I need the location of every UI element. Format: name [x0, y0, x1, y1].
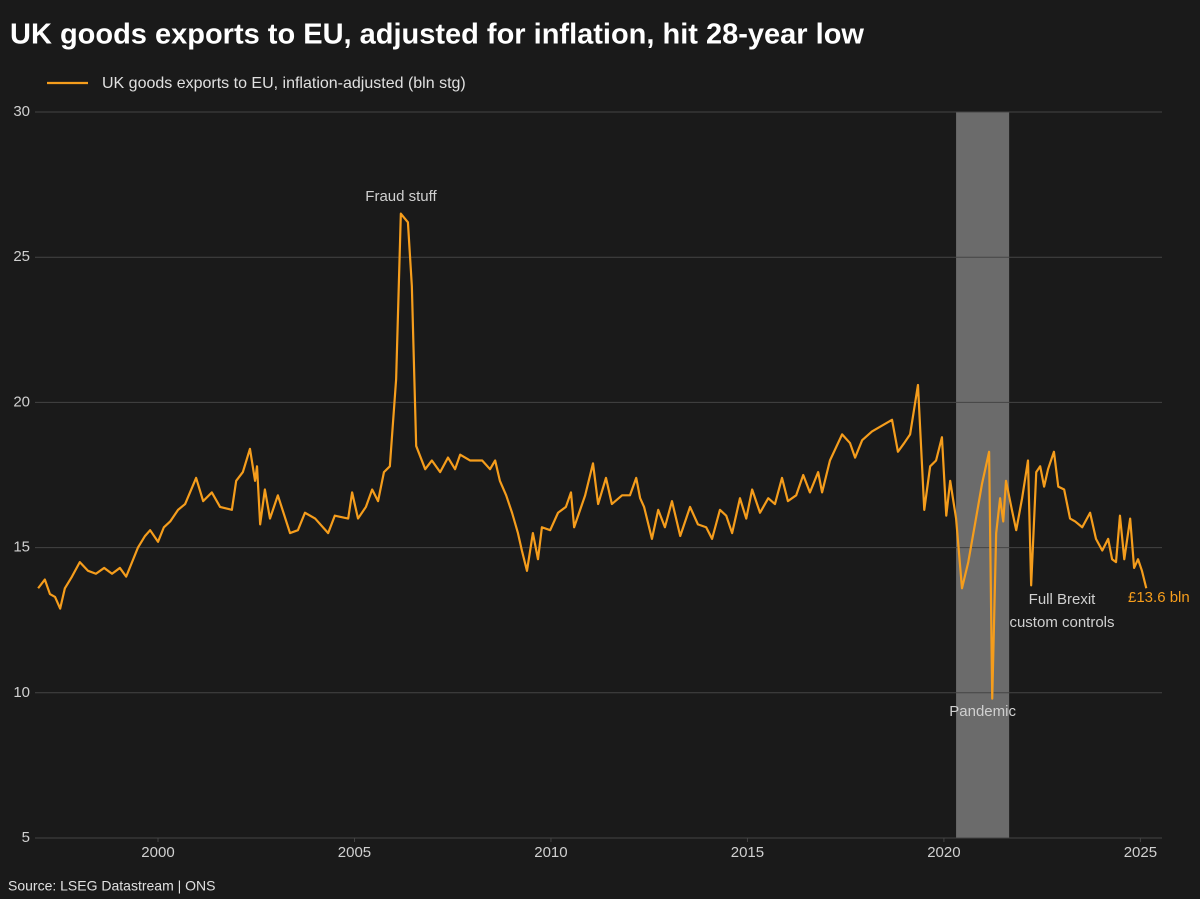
y-tick-label: 30	[13, 103, 30, 120]
shaded-region	[956, 112, 1010, 838]
chart-title: UK goods exports to EU, adjusted for inf…	[10, 19, 864, 51]
y-tick-label: 20	[13, 393, 30, 410]
annotation: Fraud stuff	[365, 188, 437, 205]
y-tick-label: 15	[13, 539, 30, 556]
annotation: Full Brexit	[1029, 591, 1097, 608]
x-tick-label: 2015	[731, 844, 764, 861]
shaded-region-label: Pandemic	[949, 703, 1016, 720]
data-line	[37, 212, 1148, 700]
y-tick-label: 10	[13, 684, 30, 701]
x-tick-label: 2020	[927, 844, 960, 861]
annotation: custom controls	[1009, 614, 1114, 631]
x-tick-label: 2000	[141, 844, 174, 861]
source: Source: LSEG Datastream | ONS	[8, 878, 216, 894]
legend-label: UK goods exports to EU, inflation-adjust…	[102, 75, 466, 92]
x-tick-label: 2010	[534, 844, 567, 861]
end-label: £13.6 bln	[1128, 589, 1190, 606]
x-tick-label: 2025	[1124, 844, 1157, 861]
x-tick-label: 2005	[338, 844, 371, 861]
y-tick-label: 25	[13, 248, 30, 265]
y-tick-label: 5	[22, 829, 30, 846]
